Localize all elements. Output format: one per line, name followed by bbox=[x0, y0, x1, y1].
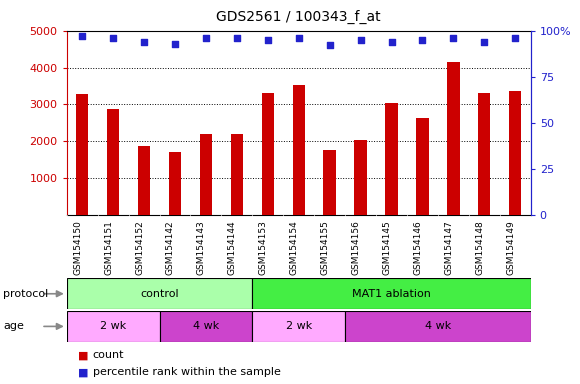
Point bbox=[232, 35, 241, 41]
Text: percentile rank within the sample: percentile rank within the sample bbox=[93, 367, 281, 377]
Text: GSM154151: GSM154151 bbox=[104, 220, 113, 275]
Point bbox=[356, 37, 365, 43]
Text: control: control bbox=[140, 289, 179, 299]
Text: GSM154149: GSM154149 bbox=[506, 220, 515, 275]
Point bbox=[418, 37, 427, 43]
Text: count: count bbox=[93, 350, 124, 360]
Bar bbox=[169, 152, 181, 215]
Text: MAT1 ablation: MAT1 ablation bbox=[352, 289, 431, 299]
Point bbox=[108, 35, 118, 41]
Text: GSM154154: GSM154154 bbox=[289, 220, 299, 275]
Bar bbox=[138, 146, 150, 215]
Text: GSM154143: GSM154143 bbox=[197, 220, 206, 275]
Text: ■: ■ bbox=[78, 367, 92, 377]
Bar bbox=[509, 91, 521, 215]
Text: GSM154146: GSM154146 bbox=[414, 220, 422, 275]
Point bbox=[480, 39, 489, 45]
Bar bbox=[67, 278, 252, 309]
Text: GSM154156: GSM154156 bbox=[351, 220, 361, 275]
Bar bbox=[107, 109, 119, 215]
Bar bbox=[292, 84, 305, 215]
Bar bbox=[478, 93, 491, 215]
Bar bbox=[416, 118, 429, 215]
Bar bbox=[252, 278, 531, 309]
Text: GSM154150: GSM154150 bbox=[73, 220, 82, 275]
Bar bbox=[345, 311, 531, 342]
Text: GSM154155: GSM154155 bbox=[321, 220, 329, 275]
Text: GSM154144: GSM154144 bbox=[228, 220, 237, 275]
Point bbox=[78, 33, 87, 39]
Point bbox=[201, 35, 211, 41]
Bar bbox=[324, 150, 336, 215]
Text: 4 wk: 4 wk bbox=[425, 321, 451, 331]
Text: 2 wk: 2 wk bbox=[285, 321, 312, 331]
Text: 4 wk: 4 wk bbox=[193, 321, 219, 331]
Bar bbox=[231, 134, 243, 215]
Text: age: age bbox=[3, 321, 24, 331]
Text: GSM154145: GSM154145 bbox=[382, 220, 392, 275]
Bar bbox=[67, 311, 160, 342]
Text: GSM154152: GSM154152 bbox=[135, 220, 144, 275]
Text: 2 wk: 2 wk bbox=[100, 321, 126, 331]
Point bbox=[263, 37, 273, 43]
Text: GSM154142: GSM154142 bbox=[166, 220, 175, 275]
Bar bbox=[160, 311, 252, 342]
Text: ■: ■ bbox=[78, 350, 92, 360]
Point bbox=[510, 35, 520, 41]
Text: GSM154148: GSM154148 bbox=[475, 220, 484, 275]
Text: protocol: protocol bbox=[3, 289, 48, 299]
Text: GSM154147: GSM154147 bbox=[444, 220, 454, 275]
Bar bbox=[385, 103, 398, 215]
Point bbox=[139, 39, 148, 45]
Bar bbox=[447, 62, 459, 215]
Bar bbox=[252, 311, 345, 342]
Point bbox=[325, 42, 334, 48]
Point bbox=[294, 35, 303, 41]
Bar bbox=[76, 94, 88, 215]
Point bbox=[449, 35, 458, 41]
Text: GDS2561 / 100343_f_at: GDS2561 / 100343_f_at bbox=[216, 10, 381, 24]
Text: GSM154153: GSM154153 bbox=[259, 220, 268, 275]
Bar bbox=[262, 93, 274, 215]
Point bbox=[387, 39, 396, 45]
Bar bbox=[354, 140, 367, 215]
Point bbox=[171, 41, 180, 47]
Bar bbox=[200, 134, 212, 215]
